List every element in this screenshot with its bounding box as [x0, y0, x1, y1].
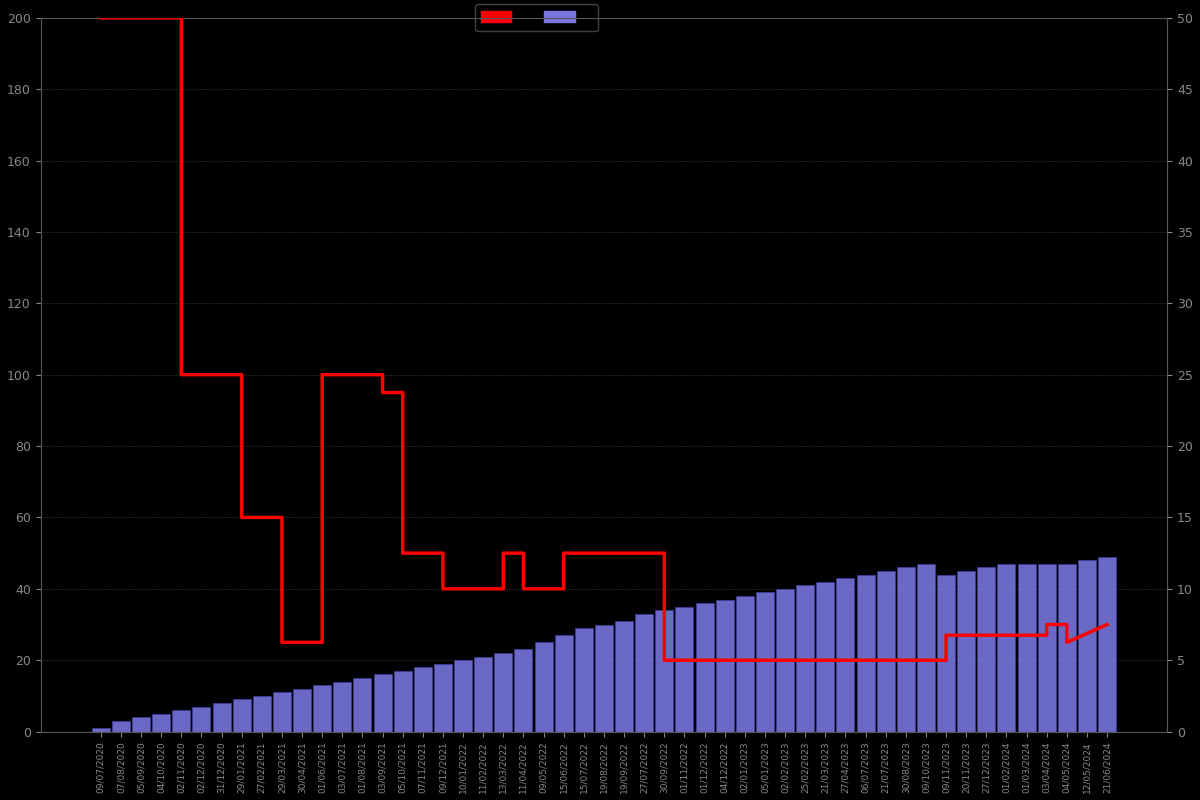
- Bar: [353, 678, 372, 731]
- Bar: [414, 667, 432, 731]
- Bar: [816, 582, 834, 731]
- Bar: [997, 564, 1015, 731]
- Bar: [394, 671, 412, 731]
- Bar: [434, 664, 452, 731]
- Bar: [192, 706, 210, 731]
- Bar: [715, 599, 733, 731]
- Legend:   ,   : ,: [475, 4, 598, 31]
- Bar: [977, 567, 995, 731]
- Bar: [272, 692, 290, 731]
- Bar: [474, 657, 492, 731]
- Bar: [1038, 564, 1056, 731]
- Bar: [958, 571, 976, 731]
- Bar: [857, 574, 875, 731]
- Bar: [896, 567, 914, 731]
- Bar: [776, 589, 794, 731]
- Bar: [836, 578, 854, 731]
- Bar: [1018, 564, 1036, 731]
- Bar: [373, 674, 391, 731]
- Bar: [152, 714, 170, 731]
- Bar: [334, 682, 352, 731]
- Bar: [212, 703, 230, 731]
- Bar: [696, 603, 714, 731]
- Bar: [1098, 557, 1116, 731]
- Bar: [494, 653, 512, 731]
- Bar: [756, 592, 774, 731]
- Bar: [917, 564, 935, 731]
- Bar: [112, 721, 130, 731]
- Bar: [877, 571, 895, 731]
- Bar: [233, 699, 251, 731]
- Bar: [575, 628, 593, 731]
- Bar: [736, 596, 754, 731]
- Bar: [676, 606, 694, 731]
- Bar: [796, 586, 815, 731]
- Bar: [534, 642, 553, 731]
- Bar: [91, 728, 110, 731]
- Bar: [937, 574, 955, 731]
- Bar: [635, 614, 653, 731]
- Bar: [173, 710, 191, 731]
- Bar: [595, 625, 613, 731]
- Bar: [655, 610, 673, 731]
- Bar: [132, 718, 150, 731]
- Bar: [293, 689, 311, 731]
- Bar: [253, 696, 271, 731]
- Bar: [1078, 560, 1096, 731]
- Bar: [616, 621, 634, 731]
- Bar: [1057, 564, 1076, 731]
- Bar: [554, 635, 572, 731]
- Bar: [313, 685, 331, 731]
- Bar: [454, 660, 472, 731]
- Bar: [515, 650, 533, 731]
